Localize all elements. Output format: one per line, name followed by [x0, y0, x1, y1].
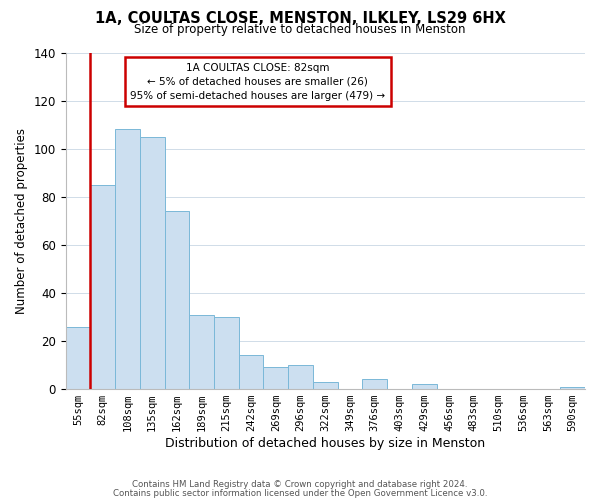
Bar [560, 386, 585, 389]
Bar [164, 211, 190, 389]
Bar [115, 130, 140, 389]
Text: Contains HM Land Registry data © Crown copyright and database right 2024.: Contains HM Land Registry data © Crown c… [132, 480, 468, 489]
Bar [288, 365, 313, 389]
Text: Size of property relative to detached houses in Menston: Size of property relative to detached ho… [134, 22, 466, 36]
X-axis label: Distribution of detached houses by size in Menston: Distribution of detached houses by size … [165, 437, 485, 450]
Bar [263, 368, 288, 389]
Bar [362, 380, 387, 389]
Bar [313, 382, 338, 389]
Bar [65, 326, 91, 389]
Bar [214, 317, 239, 389]
Bar [190, 314, 214, 389]
Text: 1A COULTAS CLOSE: 82sqm
← 5% of detached houses are smaller (26)
95% of semi-det: 1A COULTAS CLOSE: 82sqm ← 5% of detached… [130, 62, 385, 100]
Y-axis label: Number of detached properties: Number of detached properties [15, 128, 28, 314]
Text: Contains public sector information licensed under the Open Government Licence v3: Contains public sector information licen… [113, 488, 487, 498]
Bar [140, 136, 164, 389]
Bar [91, 184, 115, 389]
Bar [239, 356, 263, 389]
Bar [412, 384, 437, 389]
Text: 1A, COULTAS CLOSE, MENSTON, ILKLEY, LS29 6HX: 1A, COULTAS CLOSE, MENSTON, ILKLEY, LS29… [95, 11, 505, 26]
